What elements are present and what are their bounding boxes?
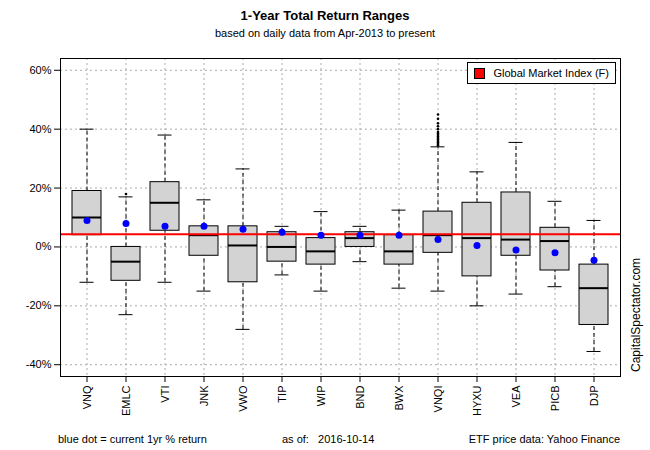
svg-text:WIP: WIP [315, 386, 327, 407]
svg-text:-40%: -40% [26, 358, 52, 370]
html-text:Global Market Index (F): Global Market Index (F) [493, 67, 609, 79]
svg-text:BWX: BWX [393, 385, 405, 411]
svg-text:-20%: -20% [26, 299, 52, 311]
svg-text:0%: 0% [36, 240, 52, 252]
svg-text:VWO: VWO [237, 385, 249, 412]
svg-text:DJP: DJP [588, 386, 600, 407]
svg-text:BND: BND [354, 385, 366, 408]
svg-text:60%: 60% [29, 64, 51, 76]
svg-text:PICB: PICB [549, 386, 561, 412]
html-text:blue dot = current 1yr % retur: blue dot = current 1yr % return [58, 433, 207, 445]
svg-text:TIP: TIP [276, 386, 288, 403]
svg-text:VEA: VEA [510, 385, 522, 408]
svg-text:HYXU: HYXU [471, 385, 483, 416]
svg-text:JNK: JNK [198, 385, 210, 406]
svg-text:CapitalSpectator.com: CapitalSpectator.com [629, 258, 643, 372]
html-text:as of: 2016-10-14: as of: 2016-10-14 [282, 433, 375, 445]
svg-text:VNQI: VNQI [432, 386, 444, 413]
html-text:ETF price data: Yahoo Finance: ETF price data: Yahoo Finance [468, 433, 620, 445]
svg-text:20%: 20% [29, 182, 51, 194]
svg-text:VTI: VTI [159, 386, 171, 403]
html-text:based on daily data from Apr-2: based on daily data from Apr-2013 to pre… [214, 27, 436, 39]
svg-text:VNQ: VNQ [81, 385, 93, 409]
svg-text:40%: 40% [29, 123, 51, 135]
html-text:1-Year Total Return Ranges: 1-Year Total Return Ranges [240, 8, 410, 23]
svg-text:EMLC: EMLC [120, 385, 132, 416]
